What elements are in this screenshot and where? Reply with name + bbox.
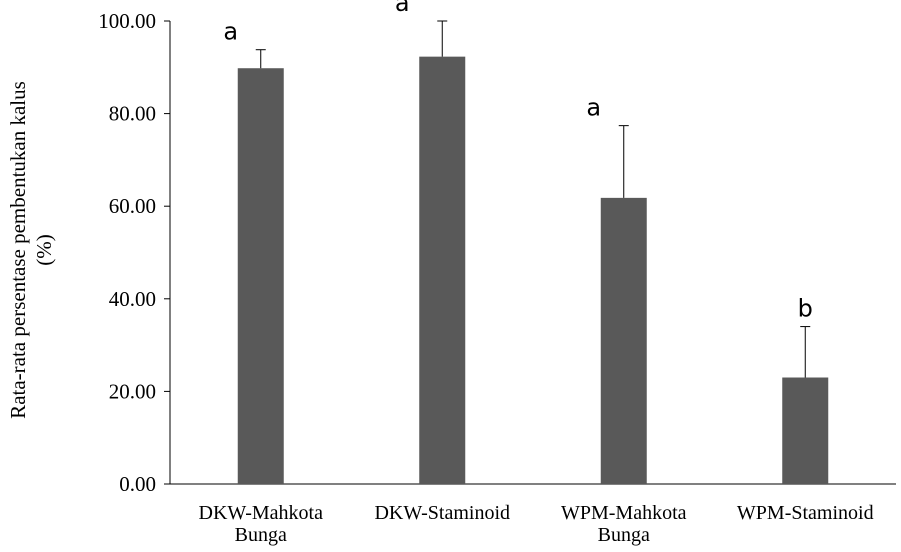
y-tick-label: 40.00 [109,287,156,311]
bar [419,56,466,484]
axes [169,21,896,485]
significance-labels: a a a b [223,0,812,323]
y-ticks: 0.00 20.00 40.00 60.00 80.00 100.00 [98,9,170,496]
y-axis-title-line: Rata-rata persentase pembentukan kalus [6,81,30,419]
significance-label: a [586,94,601,122]
bar [782,377,829,484]
x-category-label: DKW-Staminoid [374,502,510,524]
significance-label: b [798,295,813,323]
bars [237,56,829,484]
significance-label: a [223,18,238,46]
y-tick-label: 100.00 [98,9,156,33]
x-category-label: Bunga [598,524,650,546]
y-tick-label: 60.00 [109,194,156,218]
significance-label: a [395,0,410,17]
y-tick-label: 0.00 [119,472,156,496]
x-category-label: DKW-Mahkota [199,502,324,524]
bar [237,68,284,484]
y-axis-title-line: (%) [32,234,56,265]
x-category-label: WPM-Staminoid [737,502,874,524]
error-bars [255,20,811,378]
x-category-label: Bunga [235,524,287,546]
x-category-label: WPM-Mahkota [561,502,687,524]
y-tick-label: 20.00 [109,379,156,403]
y-axis-title: Rata-rata persentase pembentukan kalus (%… [6,81,56,419]
bar [600,197,647,484]
y-tick-label: 80.00 [109,102,156,126]
